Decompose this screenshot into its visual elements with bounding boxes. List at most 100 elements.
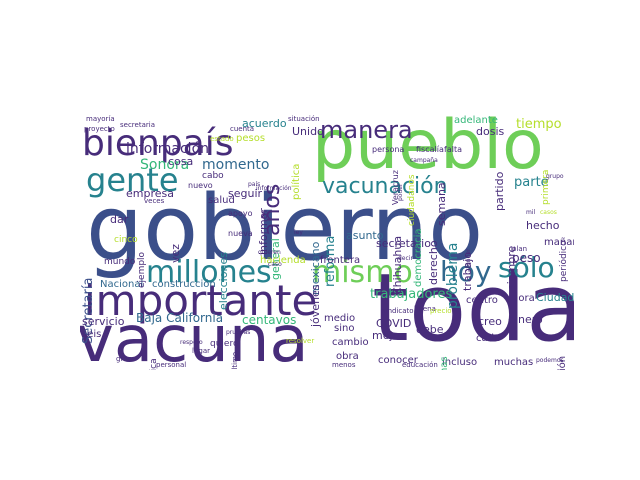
word-tiempo: tiempo bbox=[516, 117, 562, 132]
word-nacional: Nacional bbox=[100, 279, 144, 290]
word-mil: mil bbox=[526, 209, 536, 216]
word-lugar: lugar bbox=[192, 347, 210, 355]
word-bienpais: bienpaís bbox=[82, 123, 234, 164]
word-nuevo: nuevo bbox=[188, 181, 213, 190]
word-quiero: quiero bbox=[210, 339, 239, 349]
word-gente: gente bbox=[86, 161, 179, 199]
word-empresa: empresa bbox=[126, 187, 174, 200]
word-partido: partido bbox=[493, 171, 506, 211]
word-importante: importante bbox=[84, 276, 318, 325]
word-baja-california: Baja California bbox=[136, 311, 224, 325]
word-dar: dar bbox=[110, 213, 129, 226]
word-cuenta: cuenta bbox=[230, 125, 255, 133]
word-adelante: adelante bbox=[454, 115, 498, 126]
word-parte: parte bbox=[514, 175, 549, 190]
word-sonora: Sonora bbox=[140, 157, 190, 173]
word-sino: sino bbox=[334, 323, 355, 334]
word-cloud: gobierno toda vacuna pueblo importante b… bbox=[80, 112, 574, 370]
word-ley: ley bbox=[294, 229, 303, 236]
word-apoyo: apoyo bbox=[228, 209, 253, 218]
word-proyecto: proyecto bbox=[84, 125, 115, 133]
word-buena: buena bbox=[414, 305, 436, 313]
word-hora: hora bbox=[512, 293, 535, 304]
word-cambio: cambio bbox=[332, 337, 369, 348]
word-solo: sólo bbox=[498, 251, 555, 284]
word-peso: peso bbox=[512, 251, 541, 265]
word-mismo: mismo bbox=[312, 255, 413, 290]
word-personal: personal bbox=[156, 361, 187, 369]
word-podemos: podemos bbox=[536, 357, 564, 364]
word-frontera: frontera bbox=[320, 255, 361, 266]
word-cabo: cabo bbox=[202, 171, 224, 181]
word-hecho: hecho bbox=[526, 219, 560, 232]
word-semana: semana bbox=[435, 182, 448, 226]
word-mayoria: mayoría bbox=[86, 115, 115, 123]
word-dosis: dosis bbox=[476, 125, 505, 138]
word-derecho: derecho bbox=[427, 240, 440, 285]
word-momento: momento bbox=[202, 157, 270, 173]
word-jovenes: jóvenes bbox=[309, 284, 322, 327]
word-grupo: grupo bbox=[546, 173, 564, 180]
word-cosa: cosa bbox=[168, 155, 194, 168]
word-informacion: información bbox=[126, 141, 210, 157]
word-politica: política bbox=[291, 163, 302, 200]
word-unido: Unido bbox=[292, 125, 324, 138]
word-cada: cada bbox=[476, 333, 501, 344]
word-salud: salud bbox=[208, 195, 235, 206]
word-pais-small: país bbox=[248, 181, 261, 188]
word-chihuahua: Chihuahua bbox=[391, 235, 404, 295]
word-millones: millones bbox=[146, 255, 272, 290]
word-falta: falta bbox=[444, 145, 462, 154]
word-covid: COVID bbox=[376, 317, 412, 330]
word-centro: centro bbox=[466, 295, 498, 306]
word-muchas: muchas bbox=[494, 357, 534, 368]
word-dinero: dinero bbox=[508, 313, 543, 326]
word-gran: gran bbox=[116, 355, 133, 363]
word-mundo: mundo bbox=[104, 257, 136, 267]
word-educacion: educación bbox=[402, 361, 438, 369]
word-construccion: construcción bbox=[152, 279, 216, 290]
word-persona: persona bbox=[372, 145, 405, 154]
word-decir: decir bbox=[398, 255, 413, 262]
word-periodico: periódico bbox=[559, 240, 569, 282]
word-cinco: cinco bbox=[114, 235, 138, 245]
word-vez: vez bbox=[169, 243, 182, 263]
word-hoy: hoy bbox=[440, 255, 492, 288]
word-asunto: asunto bbox=[346, 229, 384, 242]
word-pueblo: pueblo bbox=[312, 112, 544, 185]
word-campana: campaña bbox=[410, 157, 438, 164]
word-creo: creo bbox=[478, 315, 502, 328]
word-informar: informar bbox=[257, 208, 270, 255]
word-servicio: servicio bbox=[82, 315, 125, 328]
word-resolver: resolver bbox=[286, 337, 315, 345]
word-democracia: democracia bbox=[413, 228, 424, 287]
word-vacunacion: vacunación bbox=[322, 174, 448, 199]
word-fiscalia: fiscalía bbox=[416, 145, 444, 154]
word-hacienda: hacienda bbox=[260, 255, 306, 266]
word-mejor: mejor bbox=[372, 329, 404, 342]
word-nueva: nueva bbox=[228, 229, 253, 238]
word-estado: estado bbox=[210, 135, 234, 143]
word-personas: personas bbox=[439, 356, 450, 370]
word-debe: debe bbox=[416, 323, 444, 336]
word-casos: casos bbox=[540, 209, 557, 216]
word-poder: poder bbox=[397, 183, 404, 201]
word-pesos: pesos bbox=[236, 133, 266, 144]
word-gobierno: gobierno bbox=[86, 176, 484, 281]
word-situacion: situación bbox=[288, 115, 320, 123]
word-atender: atender bbox=[465, 248, 472, 273]
word-manana: mañana bbox=[544, 237, 574, 248]
word-trabajadores: trabajadores bbox=[370, 287, 453, 302]
word-medio: medio bbox=[324, 313, 356, 324]
word-incluso: incluso bbox=[442, 357, 478, 368]
word-vacuna: vacuna bbox=[80, 303, 309, 370]
word-caso: caso bbox=[268, 261, 282, 268]
word-elecciones: elecciones bbox=[217, 252, 230, 310]
word-menos: menos bbox=[332, 361, 356, 369]
word-toda: toda bbox=[372, 254, 574, 363]
word-problema: problema bbox=[445, 242, 461, 309]
word-seis: seis bbox=[82, 329, 102, 340]
word-pruebas: pruebas bbox=[226, 329, 251, 336]
word-respeto: respeto bbox=[180, 339, 203, 346]
word-plan: plan bbox=[512, 245, 528, 253]
